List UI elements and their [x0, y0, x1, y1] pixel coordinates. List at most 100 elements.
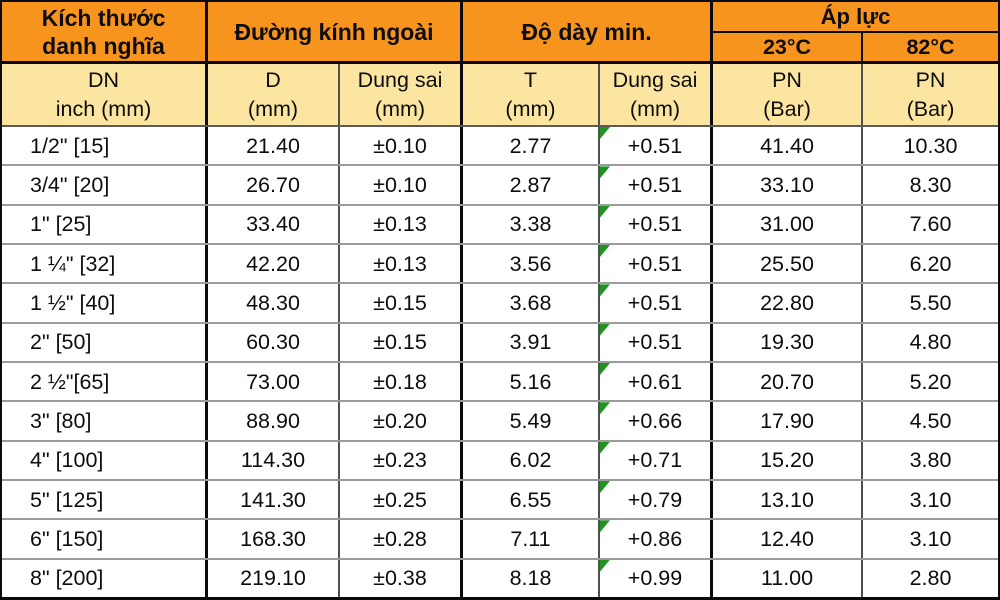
thickness-value-cell: 2.77: [463, 127, 600, 165]
dn-cell: 3/4" [20]: [2, 166, 208, 204]
od-value-cell: 42.20: [208, 244, 340, 283]
cell-flag-triangle-icon: [600, 166, 610, 179]
cell-value: +0.51: [627, 251, 683, 276]
pn-82c-cell: 3.80: [909, 448, 952, 473]
thickness-value-cell: 3.68: [463, 284, 600, 322]
od-value-cell: 21.40: [208, 127, 340, 165]
subheader-label: DN: [87, 67, 120, 92]
cell-value: +0.51: [627, 290, 683, 315]
header-units-row: DN inch (mm) D (mm) Dung sai (mm) T (mm) Dung sa…: [2, 64, 998, 127]
subheader-label: PN: [772, 67, 802, 92]
pn-82c-cell: 10.30: [903, 133, 958, 158]
cell-flag-triangle-icon: [600, 244, 610, 257]
pn-82c-cell: 2.80: [909, 566, 952, 591]
thickness-value-cell: 6.02: [463, 441, 600, 479]
subheader-unit: (mm): [505, 96, 556, 121]
subheader-label: T: [523, 67, 538, 92]
dn-cell: 5" [125]: [2, 480, 208, 519]
od-value-cell: 88.90: [208, 402, 340, 440]
thickness-tolerance-cell: +0.66: [600, 402, 713, 440]
subheader-pn82: PN (Bar): [863, 64, 998, 125]
od-tolerance-cell: ±0.15: [340, 323, 463, 361]
thickness-value-cell: 7.11: [463, 520, 600, 558]
od-tolerance-cell: ±0.20: [340, 402, 463, 440]
subheader-unit: (mm): [629, 96, 681, 121]
pn-23c-cell: 11.00: [713, 559, 863, 597]
od-tolerance-cell: ±0.10: [340, 127, 463, 165]
subheader-t_tol: Dung sai (mm): [600, 64, 713, 125]
pn-23c-cell: 22.80: [713, 284, 863, 322]
thickness-value-cell: 5.49: [463, 402, 600, 440]
subheader-d_tol: Dung sai (mm): [340, 64, 463, 125]
header-pressure-group: Áp lực 23°C 82°C: [713, 2, 998, 61]
dn-cell: 1/2" [15]: [2, 127, 208, 165]
cell-flag-triangle-icon: [600, 205, 610, 218]
od-value-cell: 219.10: [208, 559, 340, 597]
thickness-tolerance-cell: +0.51: [600, 166, 713, 204]
cell-flag-triangle-icon: [600, 284, 610, 297]
od-tolerance-cell: ±0.10: [340, 166, 463, 204]
cell-value: +0.66: [627, 408, 683, 433]
header-nominal-size: Kích thước danh nghĩa: [2, 2, 208, 61]
pn-23c-cell: 19.30: [713, 323, 863, 361]
subheader-label: Dung sai: [357, 67, 443, 92]
od-tolerance-cell: ±0.13: [340, 244, 463, 283]
table-row: 2" [50] 60.30 ±0.15 3.91 +0.51 19.30 4.80: [2, 323, 998, 363]
cell-flag-triangle-icon: [600, 520, 610, 533]
table-row: 3" [80] 88.90 ±0.20 5.49 +0.66 17.90 4.50: [2, 402, 998, 442]
subheader-unit: (Bar): [906, 96, 955, 121]
dn-cell: 1 ¼" [32]: [2, 244, 208, 283]
header-temp-23c: 23°C: [713, 33, 863, 61]
header-nominal-size-line2: danh nghĩa: [42, 32, 165, 59]
header-nominal-size-line1: Kích thước: [41, 4, 166, 31]
thickness-tolerance-cell: +0.79: [600, 480, 713, 519]
dn-cell: 4" [100]: [2, 441, 208, 479]
cell-value: +0.86: [627, 526, 683, 551]
cell-value: +0.71: [627, 448, 683, 473]
pn-82c-cell: 8.30: [909, 172, 952, 197]
pn-82c-cell: 5.20: [909, 369, 952, 394]
cell-value: +0.51: [627, 212, 683, 237]
table-row: 1/2" [15] 21.40 ±0.10 2.77 +0.51 41.40 10.30: [2, 127, 998, 167]
pn-23c-cell: 20.70: [713, 362, 863, 401]
thickness-tolerance-cell: +0.51: [600, 323, 713, 361]
thickness-tolerance-cell: +0.51: [600, 284, 713, 322]
subheader-t: T (mm): [463, 64, 600, 125]
dn-cell: 1" [25]: [2, 205, 208, 243]
table-row: 2 ½"[65] 73.00 ±0.18 5.16 +0.61 20.70 5.20: [2, 362, 998, 403]
header-pressure-title: Áp lực: [713, 2, 998, 33]
table-row: 3/4" [20] 26.70 ±0.10 2.87 +0.51 33.10 8.30: [2, 166, 998, 206]
pn-82c-cell: 4.80: [909, 330, 952, 355]
pn-23c-cell: 25.50: [713, 244, 863, 283]
header-min-thickness: Độ dày min.: [463, 2, 713, 61]
thickness-tolerance-cell: +0.86: [600, 520, 713, 558]
subheader-label: PN: [915, 67, 946, 92]
cell-flag-triangle-icon: [600, 441, 610, 454]
cell-flag-triangle-icon: [600, 480, 610, 493]
subheader-d: D (mm): [208, 64, 340, 125]
od-value-cell: 114.30: [208, 441, 340, 479]
cell-flag-triangle-icon: [600, 323, 610, 336]
pn-23c-cell: 15.20: [713, 441, 863, 479]
table-row: 6" [150] 168.30 ±0.28 7.11 +0.86 12.40 3.10: [2, 520, 998, 560]
pn-23c-cell: 41.40: [713, 127, 863, 165]
pn-82c-cell: 6.20: [909, 251, 952, 276]
od-tolerance-cell: ±0.28: [340, 520, 463, 558]
od-value-cell: 73.00: [208, 362, 340, 401]
header-temp-82c: 82°C: [906, 34, 955, 59]
od-value-cell: 26.70: [208, 166, 340, 204]
od-value-cell: 33.40: [208, 205, 340, 243]
cell-value: +0.61: [627, 369, 683, 394]
pn-82c-cell: 7.60: [909, 212, 952, 237]
cell-value: +0.51: [627, 172, 683, 197]
thickness-value-cell: 2.87: [463, 166, 600, 204]
od-tolerance-cell: ±0.38: [340, 559, 463, 597]
thickness-value-cell: 3.38: [463, 205, 600, 243]
od-value-cell: 141.30: [208, 480, 340, 519]
thickness-tolerance-cell: +0.51: [600, 205, 713, 243]
thickness-tolerance-cell: +0.61: [600, 362, 713, 401]
cell-value: +0.99: [627, 566, 683, 591]
pn-82c-cell: 3.10: [909, 526, 952, 551]
pn-23c-cell: 17.90: [713, 402, 863, 440]
